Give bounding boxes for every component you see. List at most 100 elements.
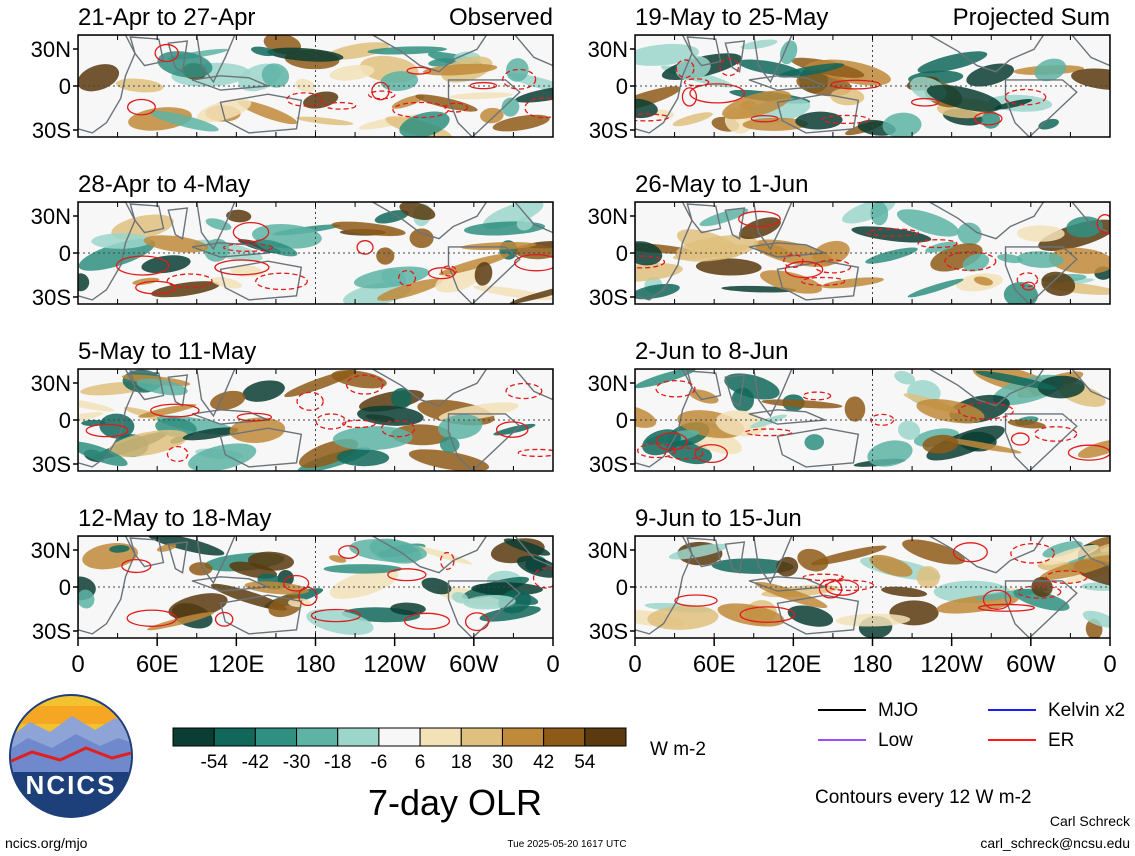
er-contour bbox=[387, 568, 427, 582]
olr-anomaly-cell bbox=[754, 581, 828, 609]
er-contour bbox=[296, 391, 324, 411]
olr-anomaly-cell bbox=[242, 380, 285, 402]
coastline bbox=[724, 40, 746, 73]
er-contour bbox=[338, 545, 360, 559]
lat-tick-label: 0 bbox=[59, 408, 71, 433]
coastline bbox=[167, 207, 189, 240]
coastline bbox=[1071, 369, 1110, 401]
lon-tick-label: 0 bbox=[546, 651, 559, 678]
olr-anomaly-cell bbox=[376, 247, 395, 265]
olr-anomaly-cell bbox=[326, 42, 389, 60]
olr-anomaly-cell bbox=[675, 55, 711, 81]
units-label: W m-2 bbox=[650, 739, 706, 760]
er-contour bbox=[532, 567, 553, 589]
coastline bbox=[219, 93, 303, 134]
er-contour bbox=[737, 210, 781, 228]
olr-anomaly-cell bbox=[1042, 540, 1083, 558]
colorbar-tick-label: 18 bbox=[451, 752, 472, 773]
coastline bbox=[514, 202, 553, 234]
panels-group: 30N 0 30S 21-Apr to 27-Apr Observed 30N 0 30S 28… bbox=[31, 4, 1111, 644]
er-contour bbox=[403, 612, 451, 630]
column-header: Projected Sum bbox=[953, 4, 1110, 31]
colorbar-tick-label: 6 bbox=[415, 752, 426, 773]
coastline bbox=[219, 427, 303, 468]
olr-anomaly-cell bbox=[647, 605, 719, 630]
er-contour bbox=[821, 114, 870, 125]
site-url[interactable]: ncics.org/mjo bbox=[5, 835, 88, 851]
olr-anomaly-cell bbox=[211, 277, 242, 289]
olr-anomaly-cell bbox=[323, 564, 403, 574]
olr-anomaly-cell bbox=[132, 277, 160, 285]
er-contour bbox=[222, 243, 274, 252]
olr-anomaly-cell bbox=[1048, 247, 1110, 274]
olr-anomaly-cell bbox=[778, 63, 845, 78]
er-contour bbox=[115, 255, 170, 276]
olr-anomaly-cell bbox=[329, 64, 375, 81]
olr-anomaly-cell bbox=[668, 543, 728, 560]
colorbar-tick-label: 30 bbox=[492, 752, 513, 773]
coastline bbox=[748, 242, 826, 258]
er-contour bbox=[166, 446, 189, 463]
olr-anomaly-cell bbox=[255, 239, 298, 257]
er-contour bbox=[689, 83, 746, 104]
er-contour bbox=[524, 97, 553, 119]
coastline bbox=[78, 536, 136, 635]
olr-anomaly-cell bbox=[91, 232, 152, 249]
lon-tick-label: 120W bbox=[920, 651, 983, 678]
lat-tick-label: 30S bbox=[589, 452, 628, 477]
olr-anomaly-cell bbox=[332, 426, 413, 451]
panel-period-label: 9-Jun to 15-Jun bbox=[635, 505, 802, 532]
colorbar-swatch bbox=[172, 727, 215, 747]
author-email[interactable]: carl_schreck@ncsu.edu bbox=[980, 835, 1130, 851]
column-header: Observed bbox=[449, 4, 553, 31]
olr-anomaly-cell bbox=[336, 448, 390, 467]
er-contour bbox=[784, 260, 824, 279]
er-contour bbox=[664, 447, 704, 460]
lon-tick-label: 60W bbox=[449, 651, 499, 678]
er-contour bbox=[214, 259, 270, 276]
coastline bbox=[748, 576, 826, 592]
olr-anomaly-cell bbox=[739, 217, 781, 240]
lat-tick-label: 30S bbox=[32, 452, 71, 477]
coastline bbox=[371, 536, 488, 574]
er-contour bbox=[427, 267, 456, 280]
olr-anomaly-cell bbox=[830, 88, 865, 106]
er-contour bbox=[315, 413, 347, 430]
lat-tick-label: 30N bbox=[588, 538, 628, 563]
olr-panel: 30N 0 30S 2-Jun to 8-Jun bbox=[588, 338, 1111, 477]
olr-anomaly-cell bbox=[296, 116, 354, 126]
coastline bbox=[928, 536, 1045, 574]
olr-anomaly-cell bbox=[205, 218, 232, 231]
coastline bbox=[635, 35, 693, 134]
timestamp: Tue 2025-05-20 1617 UTC bbox=[507, 839, 626, 850]
ncics-logo: NCICS bbox=[9, 694, 133, 818]
coastline bbox=[191, 242, 269, 258]
olr-anomaly-cell bbox=[516, 555, 553, 578]
colorbar-swatch bbox=[254, 727, 298, 747]
olr-anomaly-cell bbox=[482, 202, 544, 229]
lat-tick-label: 30S bbox=[32, 285, 71, 310]
olr-anomaly-cell bbox=[635, 263, 683, 282]
olr-anomaly-cell bbox=[480, 107, 504, 124]
olr-anomaly-cell bbox=[390, 602, 426, 616]
olr-anomaly-cell bbox=[353, 266, 430, 289]
coastline bbox=[748, 75, 826, 91]
lat-tick-label: 30S bbox=[589, 285, 628, 310]
coastline bbox=[776, 427, 860, 468]
coastline bbox=[748, 409, 826, 425]
olr-anomaly-cell bbox=[156, 543, 177, 552]
olr-panel: 30N 0 30S 19-May to 25-May Projected Sum bbox=[588, 4, 1111, 143]
olr-anomaly-cell bbox=[675, 235, 759, 262]
coastline bbox=[371, 35, 488, 73]
colorbar-tick-label: 54 bbox=[574, 752, 596, 773]
coastline bbox=[129, 537, 165, 568]
olr-anomaly-cell bbox=[329, 568, 399, 599]
olr-anomaly-cell bbox=[108, 429, 189, 458]
olr-anomaly-cell bbox=[374, 210, 409, 224]
er-contour bbox=[1004, 88, 1047, 106]
olr-anomaly-cell bbox=[1037, 375, 1085, 399]
coastline bbox=[753, 536, 793, 585]
coastline bbox=[776, 93, 860, 134]
coastline bbox=[514, 536, 553, 568]
er-contour bbox=[744, 428, 793, 437]
